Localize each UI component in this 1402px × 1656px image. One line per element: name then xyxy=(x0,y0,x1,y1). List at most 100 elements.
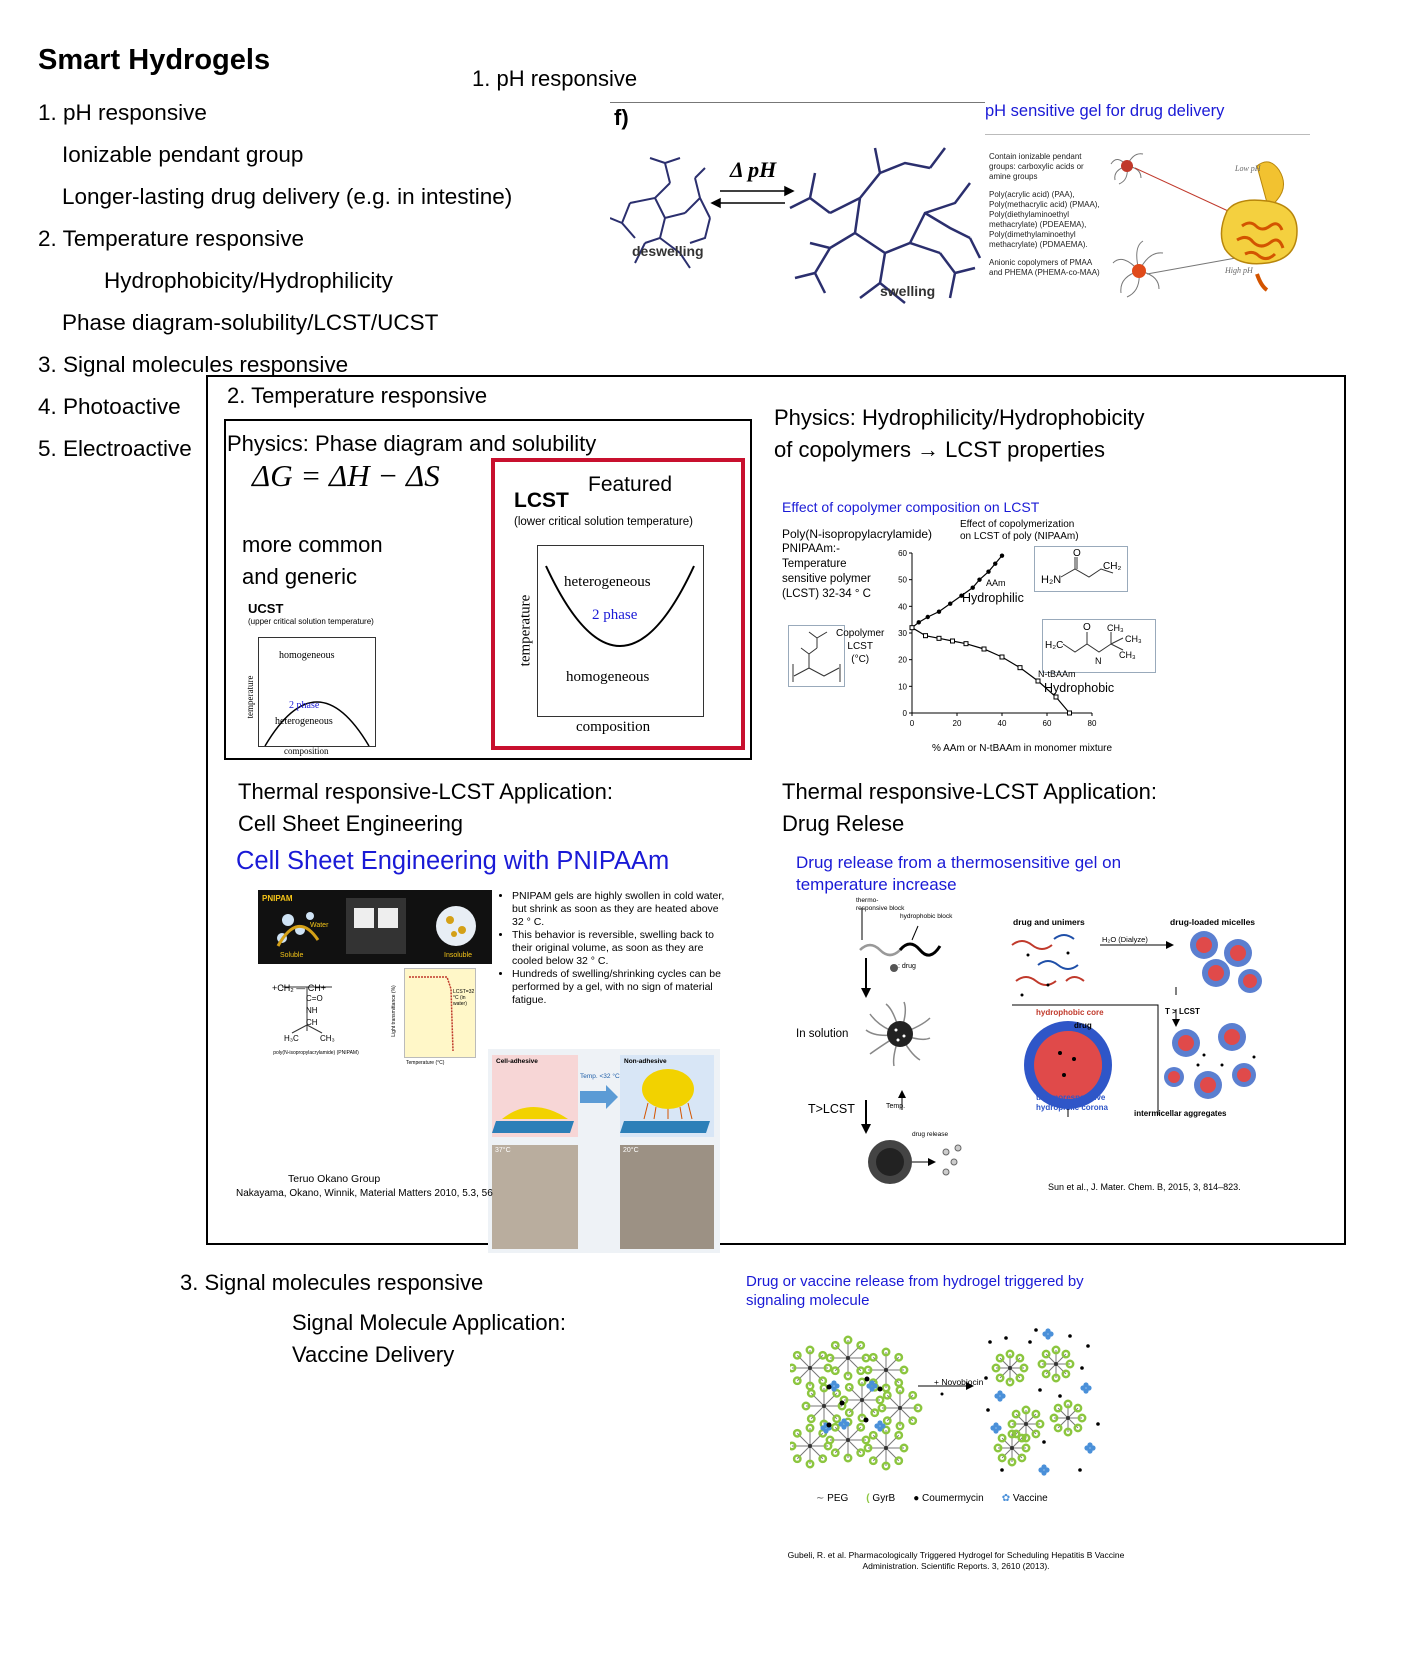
more-common-text: more common xyxy=(242,532,383,557)
drug-release-title-2: Drug Relese xyxy=(782,811,905,836)
free-coumermycin xyxy=(1068,1334,1072,1338)
pnipam-label: PNIPAM xyxy=(262,894,293,903)
coumermycin-dimer xyxy=(863,1417,869,1423)
gel-crosslink xyxy=(808,1366,812,1370)
lcst-2phase-label: 2 phase xyxy=(592,607,638,623)
citation-line: Gubeli, R. et al. Pharmacologically Trig… xyxy=(787,1550,1125,1560)
cell-citation: Nakayama, Okano, Winnik, Material Matter… xyxy=(236,1188,493,1199)
signal-application-1: Signal Molecule Application: xyxy=(292,1310,566,1335)
free-coumermycin xyxy=(1038,1388,1042,1392)
gyrb-unit xyxy=(823,1363,833,1373)
gyrb-unit xyxy=(1005,1349,1015,1359)
gyrb-unit xyxy=(881,1461,891,1471)
nipaam-structure xyxy=(788,625,845,687)
effect-sub-line: Effect of copolymerization xyxy=(960,519,1075,530)
released-crosslink xyxy=(1024,1422,1028,1426)
legend-label: Vaccine xyxy=(1012,1493,1048,1504)
y-tick-label: 10 xyxy=(898,682,907,691)
free-coumermycin xyxy=(1028,1340,1032,1344)
legend-label: GyrB xyxy=(872,1493,896,1504)
drug-core-label: drug xyxy=(1074,1021,1092,1030)
solubility-illustration xyxy=(276,898,476,954)
data-point xyxy=(936,609,942,614)
polymer-network-illustration xyxy=(610,147,982,304)
gyrb-unit xyxy=(1017,1453,1027,1463)
gyrb-unit xyxy=(856,1366,866,1376)
y-tick-label: 50 xyxy=(898,576,907,585)
thermo-corona-label: thermoresponsive hydrophilic corona xyxy=(1036,1093,1109,1112)
lcst-note: LCST=32 °C (in water) xyxy=(453,989,475,1007)
lcst-composition-axis: composition xyxy=(576,719,651,735)
vaccine-title-line: signaling molecule xyxy=(746,1292,870,1309)
coumermycin-dimer xyxy=(839,1400,845,1406)
gyrb-unit xyxy=(997,1453,1007,1463)
free-coumermycin xyxy=(988,1340,992,1344)
vaccine-icon: ✿ xyxy=(1001,1493,1011,1504)
gel-crosslink xyxy=(846,1438,850,1442)
gyrb-unit xyxy=(894,1430,904,1440)
gyrb-unit xyxy=(805,1459,815,1469)
hydrogel-vaccine-diagram xyxy=(790,1328,1100,1476)
nipaam-structure-drawing xyxy=(792,631,841,682)
peg-icon: ∼ xyxy=(816,1493,825,1504)
vaccine-citation: Gubeli, R. et al. Pharmacologically Trig… xyxy=(766,1550,1146,1572)
data-point xyxy=(1017,665,1023,671)
non-adhesive-label: Non-adhesive xyxy=(624,1058,667,1065)
gyrb-unit xyxy=(1051,1373,1061,1383)
data-point xyxy=(1067,710,1072,716)
gyrb-unit xyxy=(1051,1345,1061,1355)
outline-item: Ionizable pendant group xyxy=(62,142,304,167)
svg-text:H₂C: H₂C xyxy=(1045,640,1063,651)
svg-text:H₃C: H₃C xyxy=(284,1034,299,1043)
released-crosslink xyxy=(1008,1366,1012,1370)
gyrb-unit xyxy=(1015,1373,1025,1383)
ph-swelling-figure: f) Δ pH deswelling swelling xyxy=(610,102,985,313)
svg-text:CH₃: CH₃ xyxy=(1107,623,1124,633)
free-coumermycin xyxy=(1078,1468,1082,1472)
gyrb-unit xyxy=(1073,1403,1083,1413)
gyrb-unit xyxy=(1015,1353,1025,1363)
intermicellar-label: intermicellar aggregates xyxy=(1134,1109,1227,1118)
vaccine-particle xyxy=(877,1420,883,1426)
gyrb-unit xyxy=(790,1441,797,1451)
and-generic-text: and generic xyxy=(242,564,357,589)
high-ph-label: High pH xyxy=(1225,266,1253,275)
data-point xyxy=(986,569,991,574)
gyrb-unit xyxy=(806,1388,816,1398)
hydrophobic-core-label: hydrophobic core xyxy=(1036,1008,1104,1017)
x-tick-label: 20 xyxy=(953,719,962,728)
gel-crosslink xyxy=(884,1368,888,1372)
gel-crosslink xyxy=(846,1356,850,1360)
released-crosslink xyxy=(1054,1362,1058,1366)
gyrb-unit xyxy=(899,1365,909,1375)
gyrb-unit xyxy=(832,1414,842,1424)
data-point xyxy=(948,601,953,606)
temperature-c-label: Temperature (°C) xyxy=(406,1060,445,1066)
lcst-curve xyxy=(545,565,695,647)
gyrb-unit xyxy=(1021,1443,1031,1453)
gyrb-unit xyxy=(875,1395,885,1405)
gel-crosslink xyxy=(822,1404,826,1408)
swelling-label: swelling xyxy=(880,283,936,299)
free-coumermycin xyxy=(1034,1328,1038,1332)
hydrophilicity-title-1: Physics: Hydrophilicity/Hydrophobicity xyxy=(774,405,1145,430)
vaccine-title-line: Drug or vaccine release from hydrogel tr… xyxy=(746,1273,1084,1290)
gyrb-unit xyxy=(857,1377,867,1387)
gyrb-unit xyxy=(894,1378,904,1388)
axis-label-line: (°C) xyxy=(851,654,870,665)
micelle-aggregation-diagram xyxy=(1011,931,1262,1117)
gyrb-unit xyxy=(818,1454,828,1464)
soluble-label: Soluble xyxy=(280,952,304,959)
data-point xyxy=(999,654,1005,660)
coumermycin-dimer xyxy=(864,1376,870,1382)
gyrb-unit xyxy=(843,1453,853,1463)
cell-adhesive-label: Cell-adhesive xyxy=(496,1058,538,1065)
thermo-block-label: thermo-responsive block xyxy=(856,897,905,912)
temp-37c-label: 37°C xyxy=(495,1147,511,1154)
gyrb-unit xyxy=(801,1401,811,1411)
signal-heading: 3. Signal molecules responsive xyxy=(180,1270,484,1295)
t-gt-lcst-label: T > LCST xyxy=(1165,1007,1200,1016)
lcst-temperature-axis: temperature xyxy=(517,594,534,667)
x-tick-label: 0 xyxy=(910,719,915,728)
lcst-full-label: (lower critical solution temperature) xyxy=(514,516,693,528)
